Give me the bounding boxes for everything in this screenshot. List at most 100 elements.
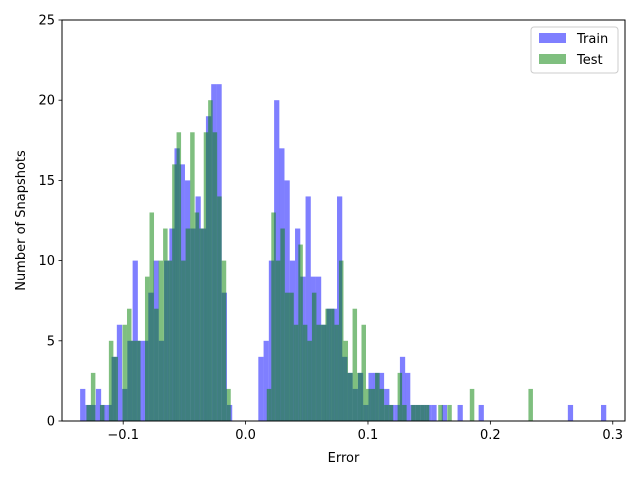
test-bar [302,324,308,421]
test-bar [334,324,339,421]
test-bar [311,292,317,421]
test-bar [361,324,366,421]
x-tick-label: 0.0 [235,428,256,443]
legend: Train Test [530,26,619,74]
test-bar [528,388,533,421]
test-bar [90,372,96,421]
y-axis-title: Number of Snapshots [14,150,29,291]
test-bar [424,404,430,421]
plot-frame [61,19,626,422]
y-tick-label: 20 [38,94,55,109]
legend-label-test: Test [576,53,603,68]
test-bar [280,228,285,421]
train-bar [80,388,86,421]
train-bar [274,100,280,421]
legend-label-train: Train [576,32,608,47]
test-bar [338,260,344,421]
test-bar [86,404,91,421]
test-bar [149,212,155,421]
test-bar [199,228,204,421]
test-bar [469,388,475,421]
train-bar [394,404,400,421]
train-bar [441,404,448,421]
test-bar [208,100,213,421]
test-bar [217,196,222,421]
train-bar [405,372,411,421]
test-bar [357,372,362,421]
test-bar [366,388,371,421]
train-bar [478,404,484,421]
test-bar [203,132,209,421]
test-bar [181,260,186,421]
x-tick-label: 0.1 [358,428,379,443]
test-bar [126,308,132,421]
test-bar [122,324,127,421]
train-bar [305,196,311,421]
test-bar [348,372,353,421]
test-bar [415,404,421,421]
test-bar [293,324,299,421]
test-bar [190,132,195,421]
test-bar [113,356,118,421]
train-bar [95,388,102,421]
test-bar [176,132,182,421]
test-bar [131,340,137,421]
legend-swatch-test [539,54,566,64]
train-bar [457,404,463,421]
y-tick-label: 15 [38,174,55,189]
train-bar [263,340,269,421]
train-bar [399,356,406,421]
y-axis-ticks: 0 5 10 15 20 25 [38,14,62,430]
test-bar [420,404,425,421]
train-bar [431,404,437,421]
test-bar [379,388,385,421]
test-bar [226,388,231,421]
test-bar [158,260,164,421]
y-tick-label: 5 [47,334,55,349]
test-bar [172,164,177,422]
test-bar [108,340,114,421]
test-bar [320,324,326,421]
test-bar [388,404,394,421]
test-bar [352,308,358,421]
test-bar [185,228,191,421]
train-bar [116,324,123,421]
x-tick-label: −0.1 [107,428,139,443]
test-bar [316,324,321,421]
test-bar [307,340,312,421]
test-bar [402,404,407,421]
test-bar [375,372,380,421]
test-bar [221,260,227,421]
x-axis-title: Error [328,451,360,466]
train-bar [258,356,264,421]
test-bar [447,404,452,421]
test-bar [99,404,105,421]
test-bar [298,244,303,421]
train-bar [601,404,607,421]
test-bar [384,404,389,421]
test-bar [167,260,173,421]
test-bar [411,404,416,421]
y-tick-label: 10 [38,254,55,269]
x-tick-label: 0.3 [602,428,623,443]
test-bar [144,276,150,421]
test-bar [438,404,443,421]
test-bar [289,292,294,421]
test-bar [271,212,276,421]
x-tick-label: 0.2 [480,428,501,443]
test-bars [86,100,533,422]
test-bar [194,212,200,421]
test-bar [136,340,141,421]
test-bar [275,260,281,421]
y-tick-label: 0 [47,415,55,430]
test-bar [154,308,159,421]
legend-swatch-train [539,33,566,43]
train-bar [567,404,574,421]
x-axis-ticks: −0.1 0.0 0.1 0.2 0.3 [107,421,623,443]
test-bar [284,292,290,421]
test-bar [163,228,168,421]
test-bar [343,340,349,421]
test-bar [370,388,376,421]
test-bar [212,132,218,421]
